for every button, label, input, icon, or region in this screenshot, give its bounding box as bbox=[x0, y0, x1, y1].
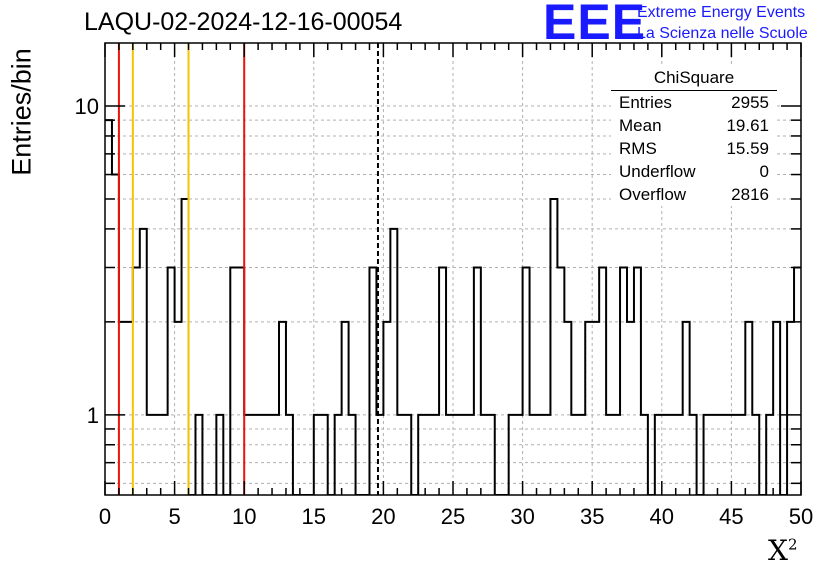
stats-value: 2955 bbox=[731, 93, 769, 112]
x-tick-label: 25 bbox=[441, 504, 465, 529]
x-tick-label: 50 bbox=[789, 504, 813, 529]
stats-value: 0 bbox=[759, 162, 769, 181]
x-tick-label: 5 bbox=[168, 504, 180, 529]
stats-row-overflow: Overflow 2816 bbox=[611, 183, 777, 206]
stats-value: 15.59 bbox=[726, 139, 769, 158]
eee-logo: EEE bbox=[543, 0, 647, 50]
stats-label: Entries bbox=[619, 93, 672, 112]
reference-lines bbox=[117, 43, 379, 495]
y-tick-label: 10 bbox=[75, 94, 99, 119]
stats-value: 19.61 bbox=[726, 116, 769, 135]
x-tick-label: 30 bbox=[510, 504, 534, 529]
histogram-step-line bbox=[105, 119, 801, 495]
stats-label: RMS bbox=[619, 139, 657, 158]
stats-row-rms: RMS 15.59 bbox=[611, 137, 777, 160]
stats-box: ChiSquare Entries 2955 Mean 19.61 RMS 15.59… bbox=[611, 66, 777, 206]
logo-text-line2: La Scienza nelle Scuole bbox=[637, 25, 808, 42]
x-tick-label: 40 bbox=[650, 504, 674, 529]
y-tick-label: 1 bbox=[87, 403, 99, 428]
stats-value: 2816 bbox=[731, 185, 769, 204]
logo-text-line1: Extreme Energy Events bbox=[637, 4, 806, 21]
x-tick-label: 0 bbox=[99, 504, 111, 529]
x-tick-label: 10 bbox=[232, 504, 256, 529]
x-tick-label: 15 bbox=[302, 504, 326, 529]
x-axis-label: X2 bbox=[768, 534, 797, 567]
x-tick-label: 35 bbox=[580, 504, 604, 529]
x-tick-label: 45 bbox=[719, 504, 743, 529]
x-tick-label: 20 bbox=[371, 504, 395, 529]
tick-labels: 0 5 10 15 20 25 30 35 40 45 50 1 10 bbox=[75, 94, 814, 529]
axis-ticks bbox=[104, 43, 802, 495]
stats-row-underflow: Underflow 0 bbox=[611, 160, 777, 183]
stats-row-mean: Mean 19.61 bbox=[611, 114, 777, 137]
chart-title: LAQU-02-2024-12-16-00054 bbox=[84, 8, 403, 36]
x-axis-label-base: X bbox=[768, 534, 788, 567]
x-axis-label-superscript: 2 bbox=[787, 535, 798, 554]
stats-row-entries: Entries 2955 bbox=[611, 91, 777, 114]
stats-label: Underflow bbox=[619, 162, 696, 181]
histogram-bars bbox=[105, 119, 801, 495]
stats-label: Mean bbox=[619, 116, 662, 135]
y-axis-label: Entries/bin bbox=[6, 48, 37, 176]
stats-label: Overflow bbox=[619, 185, 687, 204]
stats-title: ChiSquare bbox=[611, 66, 777, 91]
